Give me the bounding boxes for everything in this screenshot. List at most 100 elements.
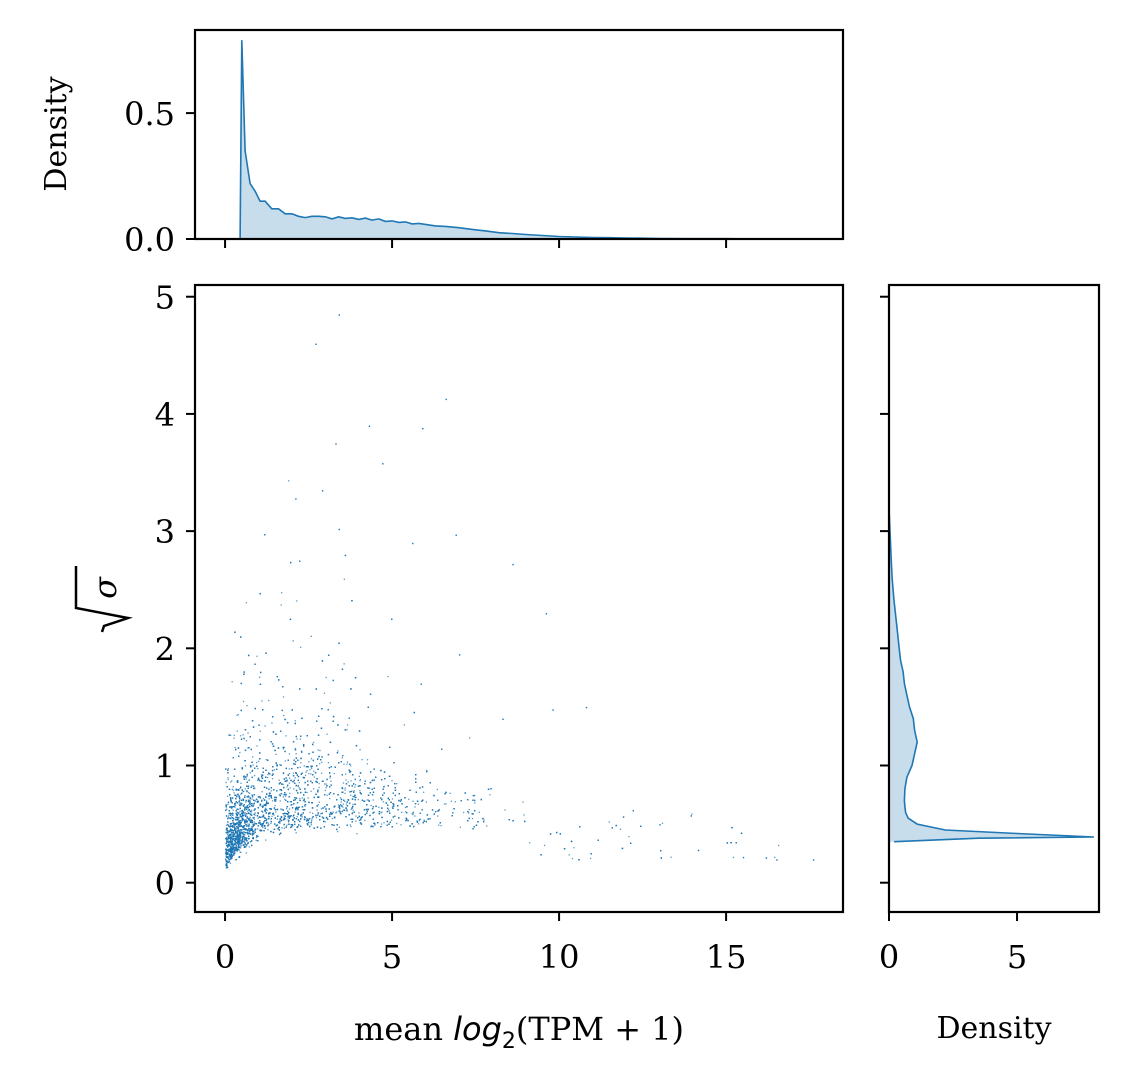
scatter-point xyxy=(240,738,243,740)
scatter-point xyxy=(234,746,236,749)
scatter-point xyxy=(389,746,391,748)
scatter-point xyxy=(338,762,340,764)
scatter-point xyxy=(341,787,343,789)
scatter-point xyxy=(240,812,242,814)
scatter-point xyxy=(320,808,323,810)
scatter-point xyxy=(244,808,246,810)
scatter-point xyxy=(274,823,276,825)
scatter-point xyxy=(341,787,343,790)
scatter-point xyxy=(237,839,239,841)
scatter-point xyxy=(252,805,254,807)
scatter-point xyxy=(408,798,410,800)
scatter-point xyxy=(353,811,355,813)
scatter-point xyxy=(445,803,447,805)
scatter-point xyxy=(425,801,428,803)
scatter-point xyxy=(319,815,321,817)
scatter-point xyxy=(353,783,355,785)
scatter-point xyxy=(283,786,285,789)
scatter-point xyxy=(295,757,297,759)
scatter-point xyxy=(234,794,236,796)
scatter-point xyxy=(232,809,234,811)
scatter-point xyxy=(299,788,301,790)
scatter-point xyxy=(238,796,241,798)
scatter-point xyxy=(314,772,317,774)
scatter-point xyxy=(294,782,296,784)
scatter-point xyxy=(324,821,326,823)
scatter-point xyxy=(226,838,229,840)
scatter-point xyxy=(359,792,361,794)
scatter-point xyxy=(241,818,244,821)
scatter-point xyxy=(439,822,441,824)
scatter-point xyxy=(349,802,351,804)
scatter-point xyxy=(259,820,261,822)
scatter-point xyxy=(265,803,267,805)
scatter-point xyxy=(226,837,228,839)
scatter-point xyxy=(316,781,318,783)
scatter-point xyxy=(334,805,336,807)
scatter-point xyxy=(312,759,314,762)
scatter-point xyxy=(239,814,241,816)
scatter-point xyxy=(277,747,280,749)
scatter-point xyxy=(239,751,241,754)
scatter-point xyxy=(273,789,275,791)
scatter-point xyxy=(230,839,232,841)
scatter-point xyxy=(316,765,318,767)
scatter-point xyxy=(230,829,232,831)
scatter-point xyxy=(294,823,296,825)
scatter-point xyxy=(237,841,239,843)
scatter-point xyxy=(333,772,335,775)
scatter-point xyxy=(412,813,414,816)
scatter-point xyxy=(778,844,780,847)
scatter-point xyxy=(295,807,298,810)
scatter-point xyxy=(238,795,240,797)
scatter-point xyxy=(261,825,263,827)
scatter-point xyxy=(452,812,454,814)
scatter-point xyxy=(232,786,234,788)
scatter-point xyxy=(280,816,283,819)
scatter-point xyxy=(254,831,256,833)
scatter-point xyxy=(233,737,235,739)
scatter-point xyxy=(343,809,346,811)
scatter-point xyxy=(290,826,292,829)
scatter-point xyxy=(297,819,300,821)
scatter-point xyxy=(240,782,242,784)
scatter-point xyxy=(437,799,439,801)
scatter-point xyxy=(298,824,300,826)
scatter-point xyxy=(248,823,250,825)
scatter-point xyxy=(257,801,259,803)
scatter-point xyxy=(336,799,338,801)
scatter-point xyxy=(267,822,269,824)
scatter-point xyxy=(415,774,417,776)
scatter-point xyxy=(468,809,470,811)
scatter-point xyxy=(265,812,267,814)
scatter-point xyxy=(251,805,253,807)
scatter-point xyxy=(226,808,228,810)
scatter-point xyxy=(247,806,249,808)
scatter-point xyxy=(351,600,353,602)
scatter-point xyxy=(372,812,375,814)
scatter-point xyxy=(244,822,246,824)
scatter-point xyxy=(369,693,372,695)
scatter-point xyxy=(246,790,248,792)
scatter-point xyxy=(256,765,258,767)
scatter-point xyxy=(248,779,250,781)
scatter-point xyxy=(353,796,355,798)
scatter-point xyxy=(286,780,288,782)
scatter-point xyxy=(231,681,233,683)
scatter-point xyxy=(375,805,377,807)
scatter-point xyxy=(405,819,407,822)
scatter-point xyxy=(348,814,350,816)
scatter-point xyxy=(249,792,251,795)
scatter-point xyxy=(340,804,342,806)
scatter-point xyxy=(697,849,700,852)
scatter-point xyxy=(225,850,227,852)
scatter-point xyxy=(373,768,375,770)
scatter-point xyxy=(225,829,227,831)
scatter-point xyxy=(336,828,338,831)
scatter-point xyxy=(225,828,228,830)
scatter-point xyxy=(281,789,283,792)
scatter-point xyxy=(254,822,256,825)
scatter-point xyxy=(262,823,264,825)
scatter-point xyxy=(331,817,334,820)
scatter-point xyxy=(245,824,247,826)
